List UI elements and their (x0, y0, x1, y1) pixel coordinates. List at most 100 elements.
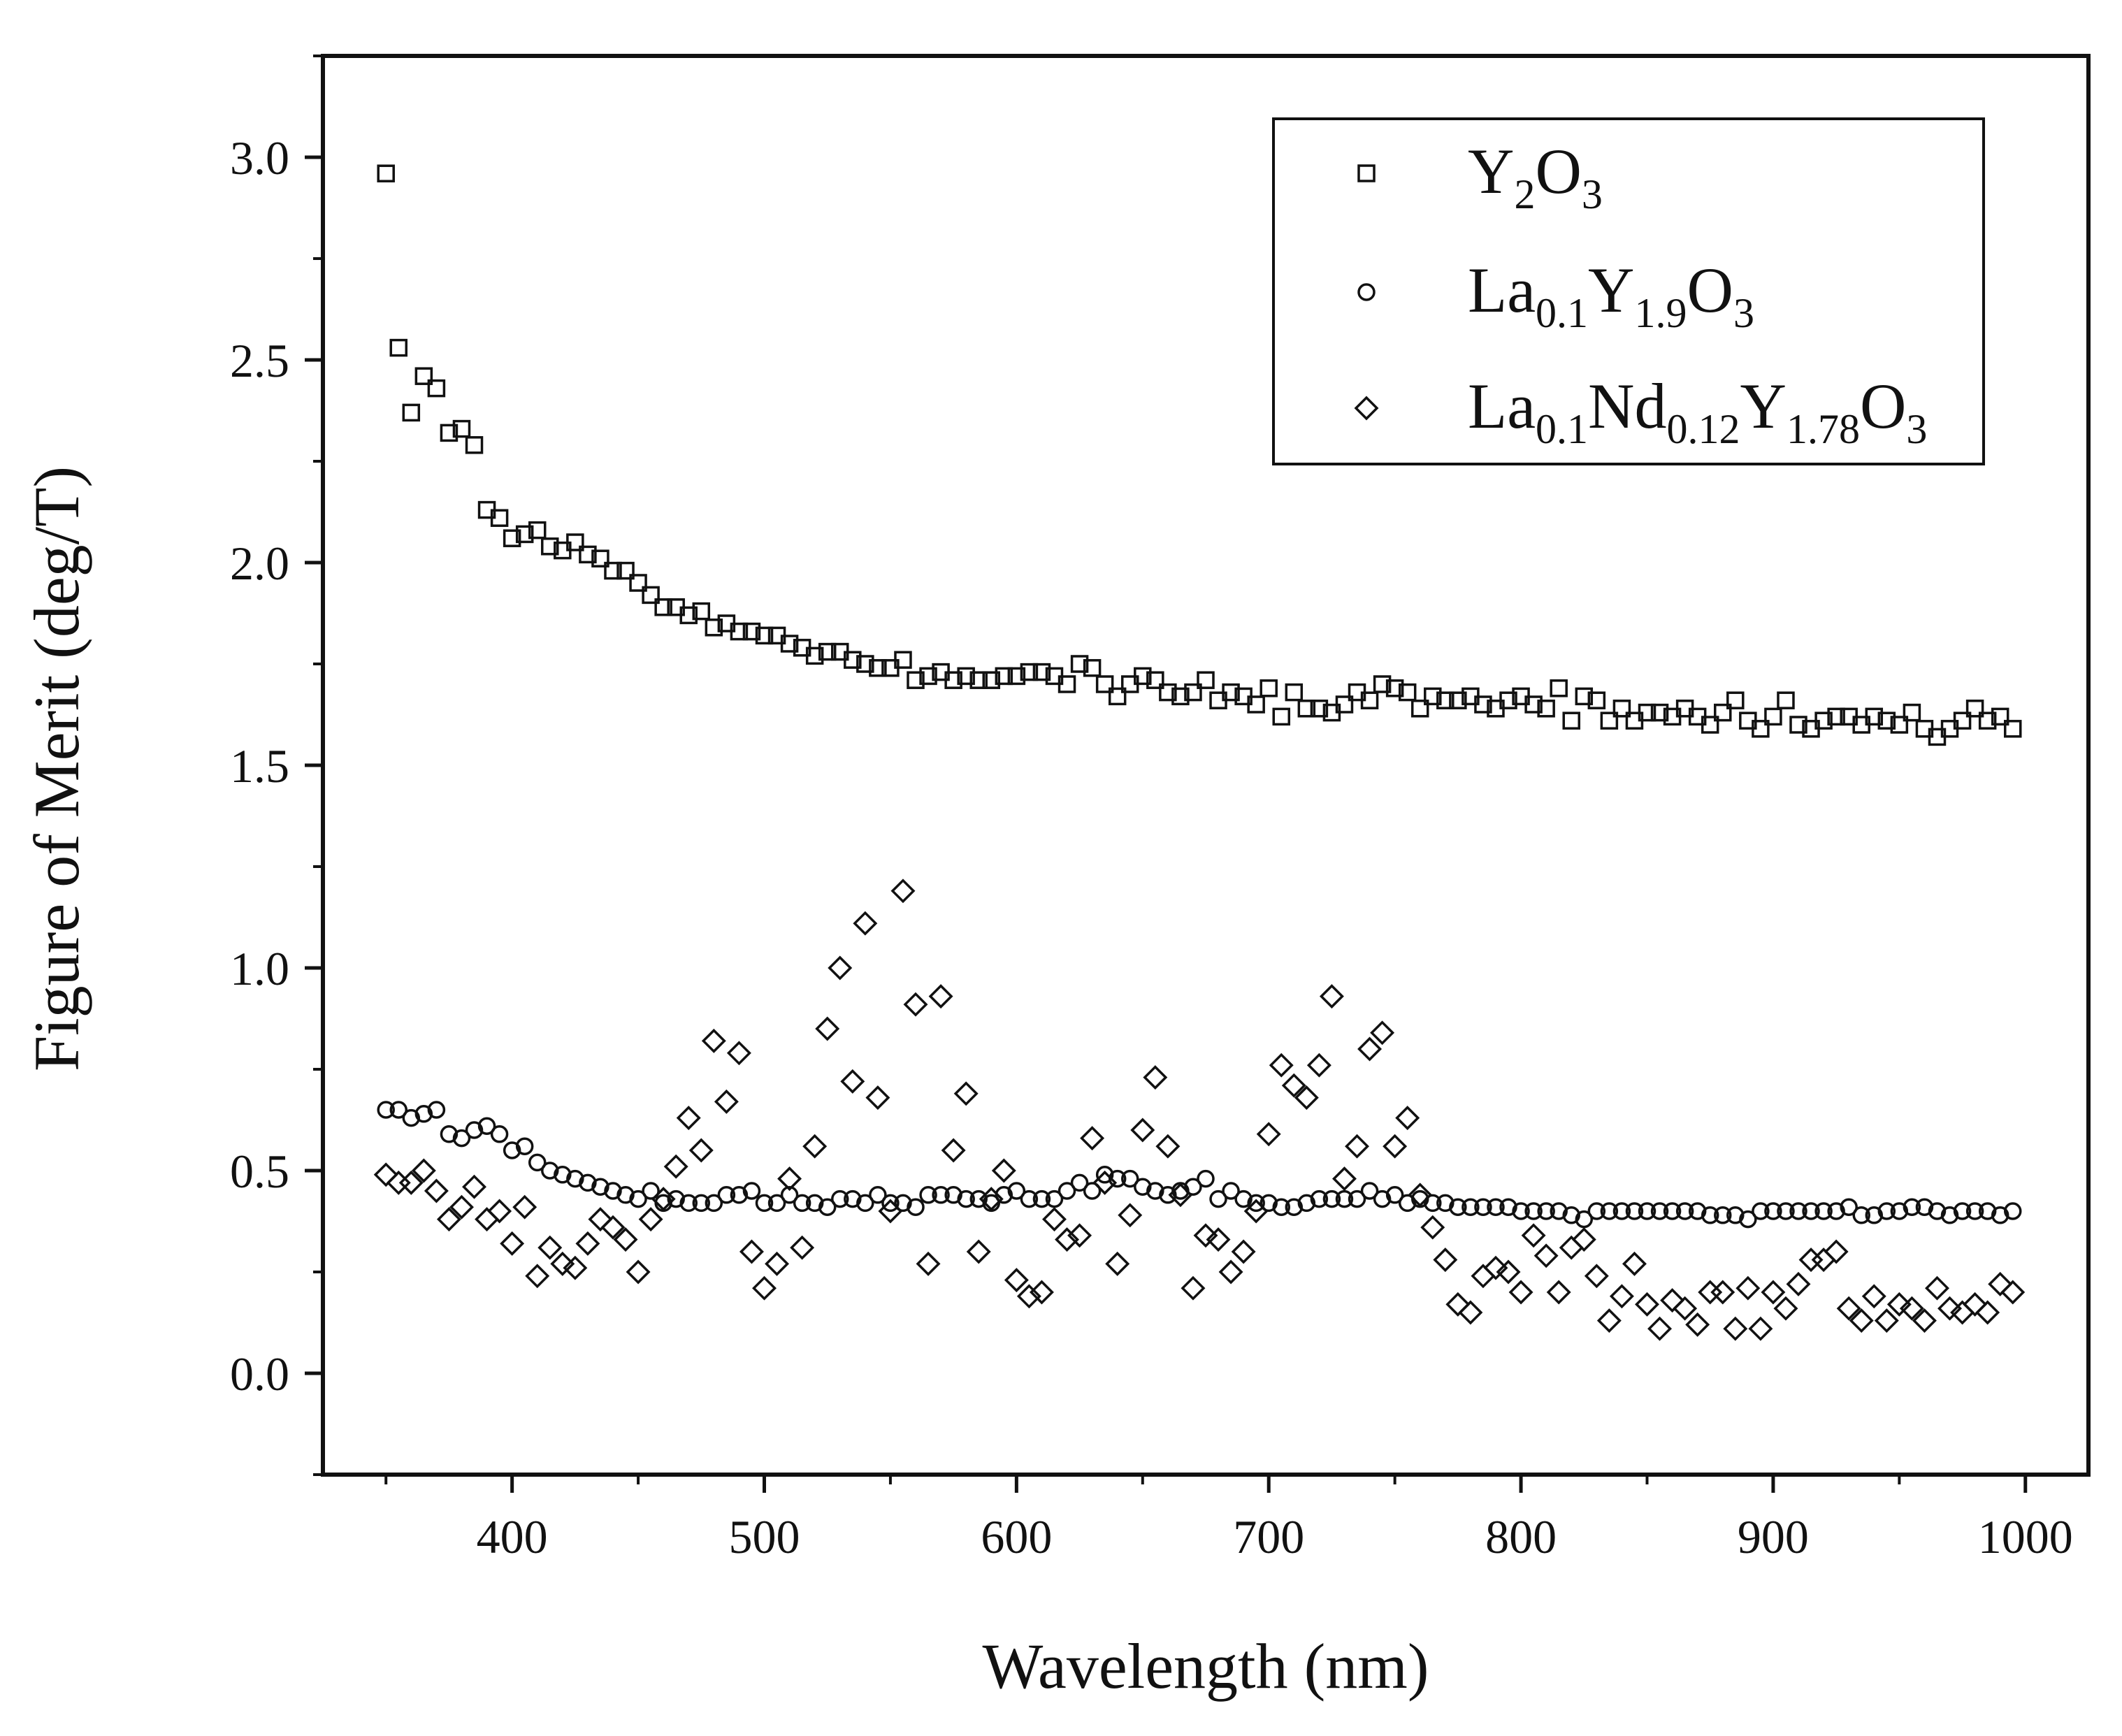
square-point (1575, 687, 1594, 706)
circle-point (528, 1153, 547, 1172)
diamond-point (1508, 1280, 1533, 1305)
circle-point (1663, 1202, 1682, 1220)
diamond-point (1660, 1288, 1685, 1313)
diamond-point (777, 1166, 802, 1192)
diamond-point (1483, 1255, 1508, 1280)
circle-point (1197, 1169, 1215, 1188)
diamond-point (1471, 1264, 1496, 1289)
diamond-point (1067, 1223, 1092, 1248)
square-point (982, 671, 1001, 689)
diamond-point (1735, 1275, 1761, 1301)
diamond-point (1685, 1312, 1710, 1337)
square-point (1449, 691, 1467, 709)
circle-point (1461, 1198, 1480, 1216)
x-tick-label: 900 (1738, 1510, 1809, 1563)
y-axis-title: Figure of Merit (deg/T) (21, 466, 92, 1071)
square-point (591, 549, 609, 567)
diamond-point (537, 1235, 563, 1260)
circle-point (844, 1189, 862, 1208)
square-point (1890, 716, 1909, 734)
circle-point (1285, 1198, 1304, 1216)
diamond-point (1420, 1215, 1445, 1240)
diamond-point (752, 1275, 777, 1301)
x-tick-label: 1000 (1978, 1510, 2073, 1563)
circle-point (742, 1182, 761, 1200)
square-point (894, 651, 912, 669)
square-point (969, 671, 988, 689)
diamond-point (1231, 1239, 1256, 1264)
circle-point (1449, 1198, 1467, 1216)
diamond-point (424, 1178, 449, 1203)
diamond-point (626, 1259, 651, 1285)
square-point (818, 642, 837, 661)
square-point (1424, 687, 1442, 706)
diamond-point (663, 1154, 688, 1179)
square-point (1247, 695, 1265, 714)
square-point (679, 606, 698, 625)
diamond-point (1331, 1166, 1357, 1192)
circle-point (1739, 1210, 1757, 1229)
diamond-point (1143, 1065, 1168, 1090)
diamond-point (487, 1199, 512, 1224)
diamond-point (1433, 1247, 1458, 1273)
circle-point (554, 1166, 572, 1184)
diamond-point (1596, 1308, 1622, 1333)
square-point (1701, 716, 1719, 734)
legend-label-part: 2 (1514, 171, 1535, 217)
legend-label-part: O (1687, 254, 1733, 326)
legend-label-part: O (1535, 136, 1581, 207)
diamond-point (916, 1251, 941, 1276)
diamond-point (790, 1235, 815, 1260)
circle-point (1991, 1206, 2009, 1224)
legend-label: La0.1Y1.9O3 (1468, 254, 1754, 336)
legend-label-part: La (1468, 254, 1536, 326)
legend-box (1272, 117, 1985, 465)
circle-point (1120, 1169, 1139, 1188)
square-point (1436, 691, 1455, 709)
diamond-point (701, 1028, 726, 1053)
square-point (957, 667, 975, 686)
diamond-point (1698, 1280, 1723, 1305)
square-point (1146, 671, 1164, 689)
square-point (440, 424, 459, 442)
legend-marker-square (1357, 164, 1376, 182)
circle-point (1978, 1202, 1997, 1220)
circle-point (881, 1194, 900, 1213)
legend-label-part: 0.1 (1536, 290, 1588, 336)
diamond-point (436, 1207, 461, 1232)
circle-point (1310, 1189, 1329, 1208)
circle-point (465, 1121, 484, 1139)
circle-point (679, 1194, 698, 1213)
circle-point (1499, 1198, 1517, 1216)
diamond-point (928, 984, 953, 1009)
square-point (907, 671, 925, 689)
circle-point (1234, 1189, 1253, 1208)
diamond-point (1546, 1280, 1571, 1305)
legend-label-part: Y (1588, 254, 1634, 326)
circle-point (1612, 1202, 1631, 1220)
legend-label-part: Nd (1588, 370, 1666, 442)
square-point (1272, 707, 1291, 726)
circle-point (1865, 1206, 1884, 1224)
circle-point (1789, 1202, 1807, 1220)
legend-label-part: 1.78 (1787, 406, 1860, 452)
square-point (1638, 703, 1657, 722)
square-point (377, 164, 395, 182)
circle-point (604, 1182, 622, 1200)
circle-point (692, 1194, 711, 1213)
x-axis-ticks: 400 500 600 700 800 900 1000 (384, 1475, 2073, 1563)
diamond-point (1395, 1106, 1420, 1131)
diamond-point (966, 1239, 991, 1264)
circle-point (1726, 1206, 1745, 1224)
circle-point (1436, 1194, 1455, 1213)
diamond-point (828, 955, 853, 981)
square-point (427, 379, 446, 398)
circle-point (1814, 1202, 1833, 1220)
circle-point (566, 1169, 584, 1188)
square-point (604, 561, 622, 580)
square-point (1197, 671, 1215, 689)
square-point (1877, 711, 1896, 730)
circle-point (1032, 1189, 1051, 1208)
square-point (1398, 683, 1417, 702)
